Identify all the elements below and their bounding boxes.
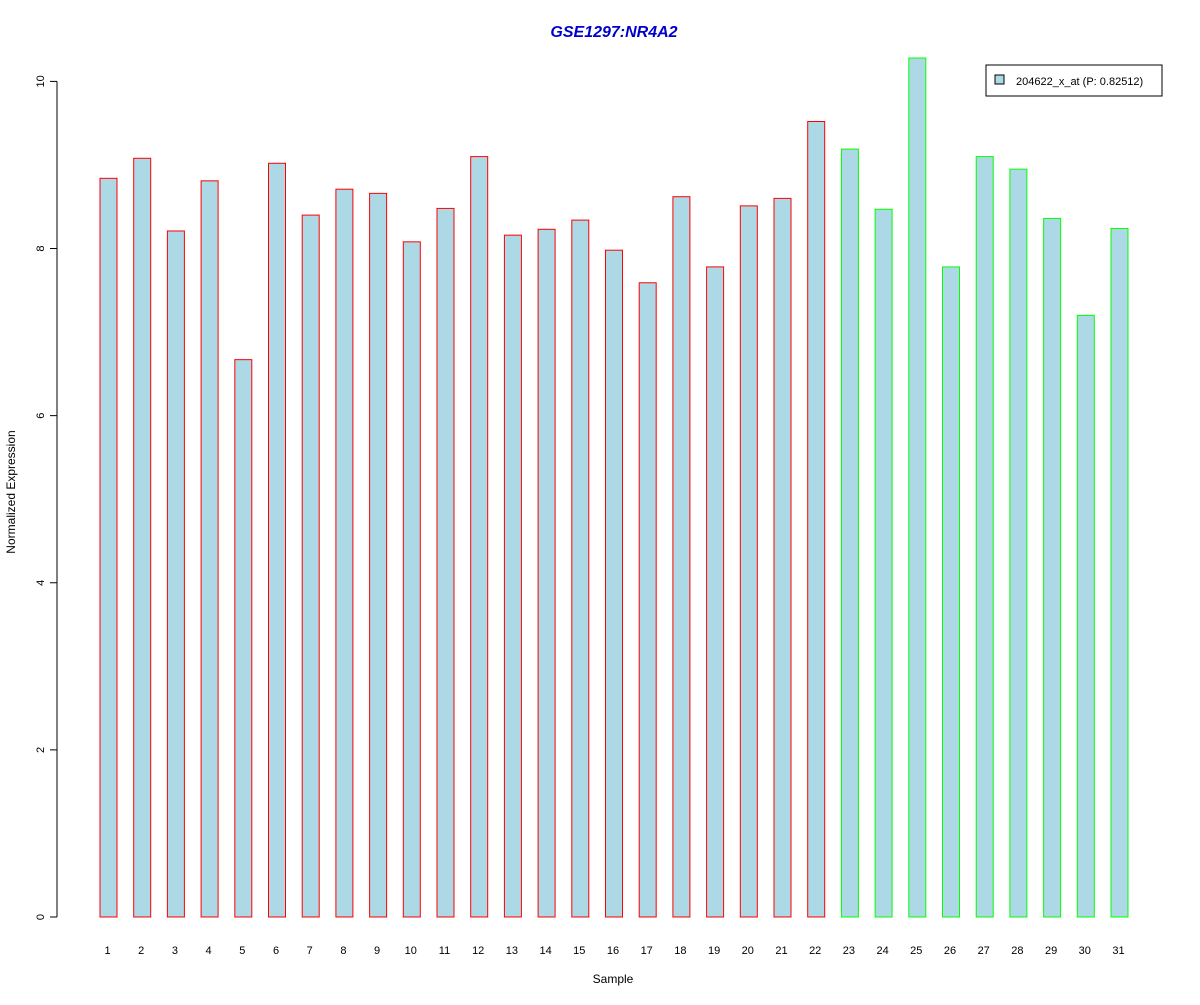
- bar-sample-31: [1110, 227, 1129, 918]
- bar-series: [99, 57, 1129, 918]
- x-tick-label: 25: [910, 945, 922, 957]
- x-tick-label: 30: [1079, 945, 1091, 957]
- x-tick-label: 27: [978, 945, 990, 957]
- legend-entry-label: 204622_x_at (P: 0.82512): [1016, 76, 1143, 88]
- y-axis: 0 2 4 6 8 10: [35, 75, 58, 920]
- bar-sample-17: [638, 282, 657, 918]
- bar-sample-25: [908, 57, 927, 918]
- bar-sample-16: [605, 249, 623, 918]
- y-tick-label: 8: [35, 245, 47, 251]
- x-tick-label: 21: [775, 945, 787, 957]
- x-tick-label: 26: [944, 945, 956, 957]
- bar-sample-14: [537, 228, 556, 918]
- bar-sample-29: [1043, 217, 1062, 918]
- bar-sample-18: [672, 196, 691, 918]
- bar-sample-9: [369, 192, 388, 918]
- x-tick-label: 28: [1011, 945, 1023, 957]
- legend: 204622_x_at (P: 0.82512): [985, 64, 1163, 97]
- bar-sample-27: [975, 156, 994, 918]
- x-tick-label: 20: [742, 945, 754, 957]
- x-tick-label: 16: [607, 945, 619, 957]
- x-tick-label: 19: [708, 945, 720, 957]
- x-tick-label: 4: [206, 945, 212, 957]
- x-tick-label: 31: [1112, 945, 1124, 957]
- bar-sample-2: [133, 157, 152, 918]
- x-axis-label: Sample: [593, 972, 634, 986]
- bar-sample-22: [807, 121, 826, 918]
- x-tick-label: 12: [472, 945, 484, 957]
- bar-sample-1: [99, 177, 118, 918]
- bar-sample-26: [942, 266, 960, 918]
- y-tick-label: 2: [35, 747, 47, 753]
- bar-sample-10: [402, 241, 421, 918]
- bar-sample-20: [739, 205, 758, 918]
- chart-title: GSE1297:NR4A2: [550, 24, 677, 41]
- x-tick-label: 11: [439, 945, 450, 957]
- y-tick-label: 6: [35, 413, 47, 419]
- x-tick-label: 15: [573, 945, 585, 957]
- bar-sample-3: [166, 230, 185, 918]
- y-tick-label: 4: [35, 580, 47, 586]
- x-tick-label: 2: [138, 945, 144, 957]
- bar-sample-30: [1076, 314, 1095, 918]
- bar-sample-19: [706, 266, 725, 918]
- bar-sample-11: [436, 207, 455, 918]
- bar-sample-24: [874, 208, 893, 918]
- x-tick-label: 23: [843, 945, 855, 957]
- legend-box: [985, 64, 1163, 97]
- x-tick-label: 14: [539, 945, 551, 957]
- x-tick-label: 8: [340, 945, 346, 957]
- x-tick-label: 29: [1045, 945, 1057, 957]
- bar-sample-5: [234, 359, 253, 918]
- x-tick-label: 22: [809, 945, 821, 957]
- bar-sample-13: [503, 234, 522, 918]
- x-tick-label: 24: [876, 945, 888, 957]
- x-tick-label: 6: [273, 945, 279, 957]
- bar-sample-8: [335, 188, 354, 918]
- x-tick-label: 7: [307, 945, 313, 957]
- x-tick-label: 18: [674, 945, 686, 957]
- legend-swatch: [994, 74, 1005, 85]
- y-axis-label: Normalized Expression: [4, 430, 18, 553]
- bar-sample-7: [301, 214, 320, 918]
- bar-sample-12: [470, 156, 489, 918]
- y-tick-label: 10: [35, 75, 47, 87]
- bar-sample-4: [200, 180, 219, 918]
- x-tick-label: 3: [172, 945, 178, 957]
- x-tick-label: 9: [374, 945, 380, 957]
- x-tick-label: 1: [104, 945, 110, 957]
- x-tick-label: 13: [506, 945, 518, 957]
- bar-sample-21: [773, 197, 792, 918]
- bar-sample-23: [840, 148, 859, 918]
- x-tick-label: 5: [239, 945, 245, 957]
- y-tick-label: 0: [35, 914, 47, 920]
- x-tick-label: 17: [641, 945, 653, 957]
- bar-sample-28: [1009, 168, 1028, 918]
- x-axis-tick-labels: 1 2 3 4 5 6 7 8 9 10 11 12 13 14 15 16 17 18 19 20 21 22 23 24 2…: [104, 945, 1124, 957]
- bar-sample-6: [268, 162, 286, 918]
- x-tick-label: 10: [405, 945, 417, 957]
- bar-sample-15: [571, 219, 590, 918]
